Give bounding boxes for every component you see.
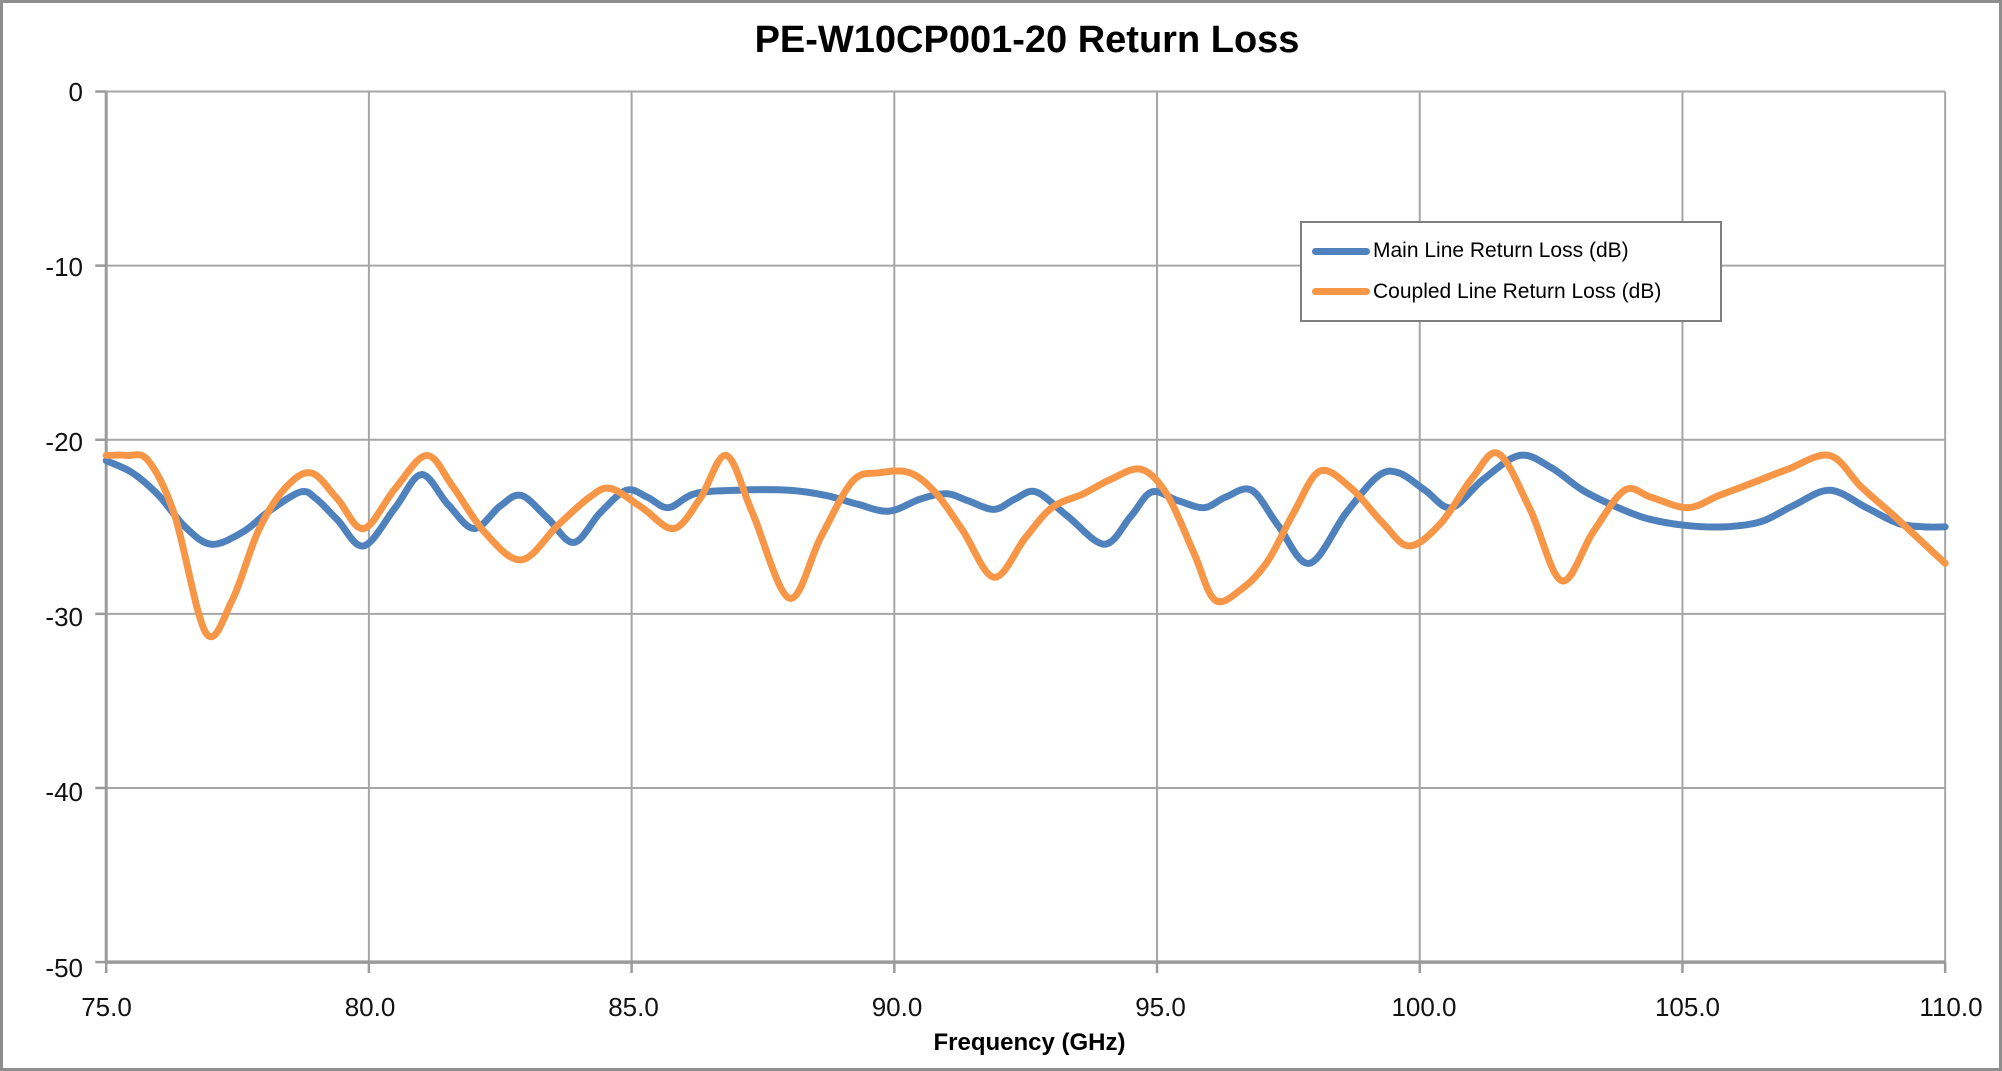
- legend: Main Line Return Loss (dB) Coupled Line …: [1300, 221, 1722, 322]
- plot-area: [95, 90, 1949, 974]
- x-tick-label: 85.0: [608, 992, 659, 1022]
- legend-line-sample-main: [1312, 247, 1370, 255]
- legend-label-main: Main Line Return Loss (dB): [1373, 239, 1629, 263]
- series-line-coupled: [102, 449, 1949, 641]
- x-tick-label: 80.0: [344, 992, 396, 1022]
- y-tick-label: -30: [45, 602, 83, 633]
- x-axis-title: Frequency (GHz): [933, 1029, 1126, 1056]
- x-tick-label: 90.0: [871, 992, 923, 1022]
- x-tick-label: 100.0: [1391, 992, 1457, 1022]
- y-tick-label: -40: [45, 777, 83, 808]
- x-tick-label: 105.0: [1654, 992, 1721, 1022]
- legend-line-sample-coupled: [1312, 288, 1370, 296]
- chart-title: PE-W10CP001-20 Return Loss: [754, 19, 1300, 61]
- legend-item-coupled-line: Coupled Line Return Loss (dB): [1312, 280, 1720, 304]
- y-tick-label: -20: [45, 427, 83, 458]
- x-tick-label: 75.0: [81, 992, 132, 1022]
- x-tick-label: 110.0: [1919, 992, 1983, 1022]
- legend-label-coupled: Coupled Line Return Loss (dB): [1373, 279, 1662, 303]
- x-tick-label: 95.0: [1135, 992, 1186, 1022]
- y-tick-label: 0: [68, 77, 83, 107]
- axes: [95, 90, 1947, 974]
- legend-item-main-line: Main Line Return Loss (dB): [1312, 239, 1720, 263]
- series-line-main: [102, 451, 1949, 567]
- y-tick-label: -10: [45, 252, 83, 283]
- y-tick-label: -50: [45, 952, 83, 983]
